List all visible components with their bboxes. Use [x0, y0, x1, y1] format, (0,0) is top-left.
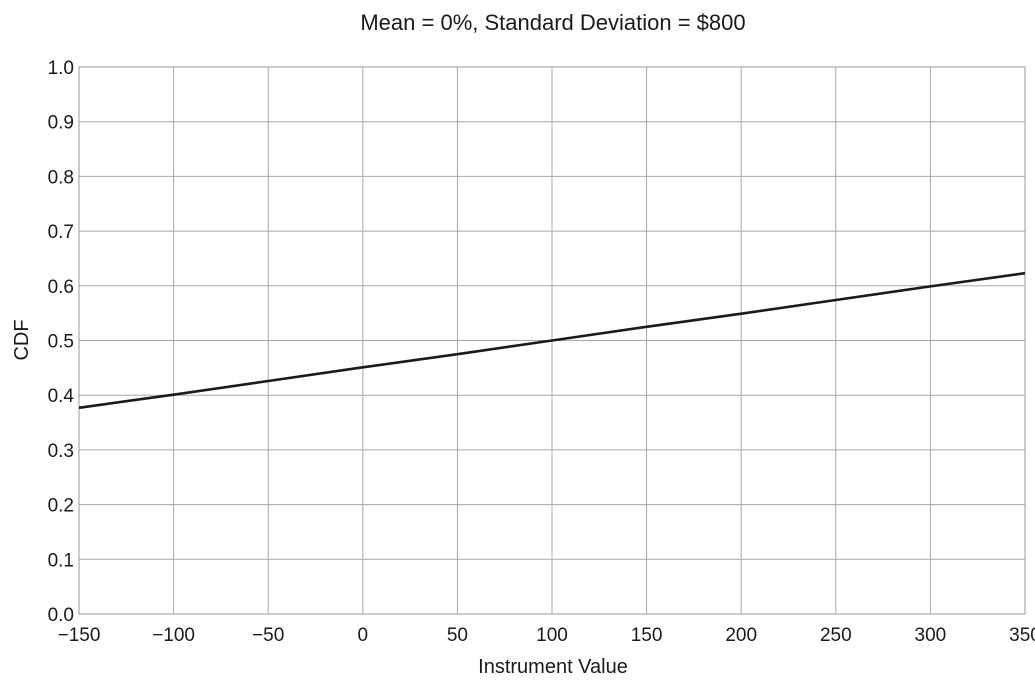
series-layer [78, 271, 1026, 410]
y-tick-label: 0.7 [48, 222, 74, 243]
y-tick-label: 0.9 [48, 113, 74, 134]
x-tick-label: 100 [536, 625, 568, 646]
y-tick-label: 0.3 [48, 441, 74, 462]
x-tick-label: −50 [252, 625, 284, 646]
x-tick-label: 350 [1009, 625, 1035, 646]
y-tick-label: 1.0 [48, 58, 74, 79]
y-tick-label: 0.2 [48, 496, 74, 517]
y-tick-label: 0.5 [48, 332, 74, 353]
y-tick-label: 0.4 [48, 386, 75, 407]
cdf-series-line-0 [78, 271, 1026, 410]
y-tick-label: 0.0 [48, 605, 74, 626]
y-axis-title: CDF [11, 319, 33, 360]
x-tick-label: 200 [725, 625, 757, 646]
x-axis-ticks: −150 −100 −50 0 50 100 150 200 250 300 350 [58, 625, 1035, 646]
y-tick-label: 0.8 [48, 167, 74, 188]
plot-frame [78, 66, 1026, 615]
x-tick-label: −150 [58, 625, 101, 646]
x-tick-label: 50 [447, 625, 468, 646]
x-tick-label: 250 [820, 625, 852, 646]
x-axis-title: Instrument Value [478, 656, 628, 678]
y-axis-ticks: 0.0 0.1 0.2 0.3 0.4 0.5 0.6 0.7 0.8 0.9 1.0 [48, 58, 75, 626]
x-tick-label: 150 [631, 625, 663, 646]
y-tick-label: 0.1 [48, 550, 74, 571]
x-tick-label: 0 [358, 625, 369, 646]
x-tick-label: −100 [152, 625, 195, 646]
chart-title: Mean = 0%, Standard Deviation = $800 [360, 10, 745, 35]
y-tick-label: 0.6 [48, 277, 74, 298]
x-tick-label: 300 [915, 625, 947, 646]
